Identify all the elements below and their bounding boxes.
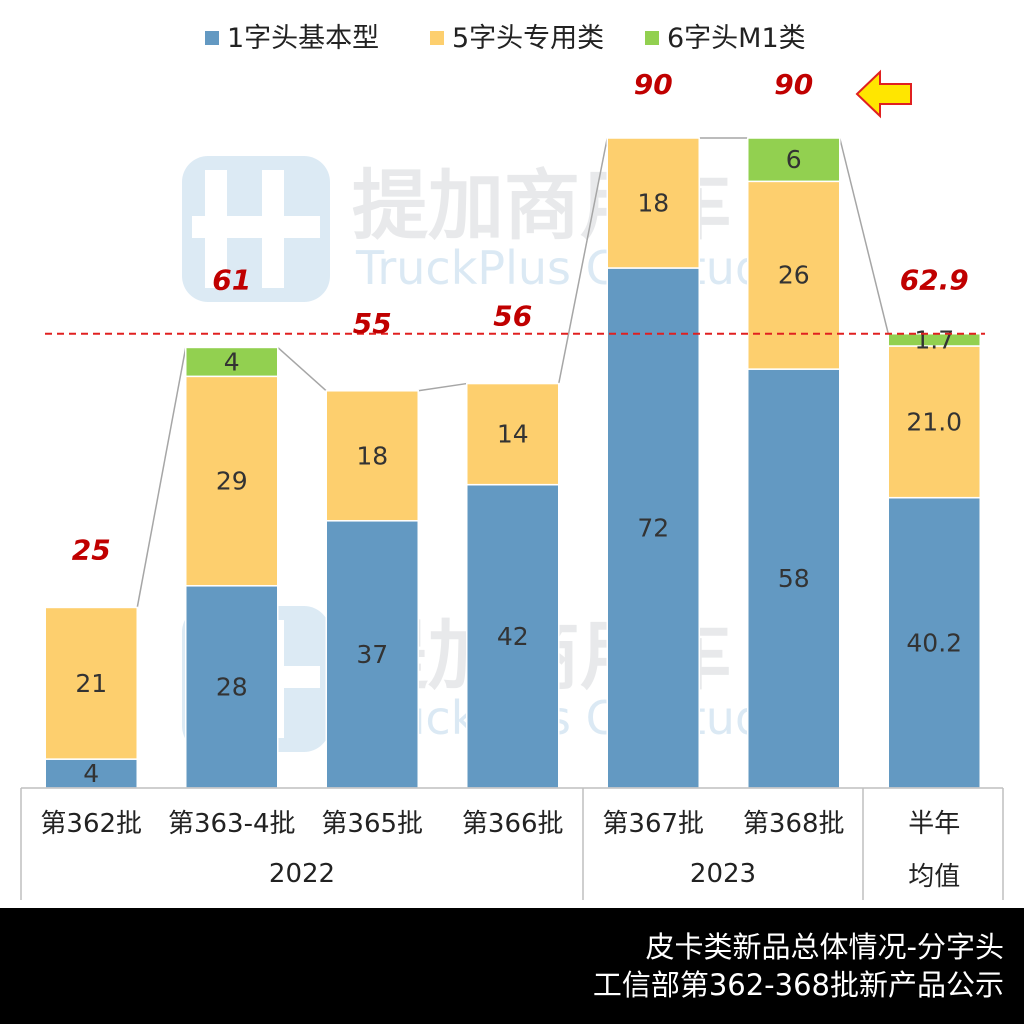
- bar-segment: [466, 483, 560, 789]
- legend-swatch: [430, 31, 444, 45]
- bar-segment: [466, 382, 560, 486]
- total-label: 90: [774, 68, 813, 101]
- bar-segment: [606, 267, 700, 789]
- highlight-arrow-icon: [855, 69, 912, 119]
- watermark-logo-icon: [182, 156, 330, 302]
- bars: 4 21 28 29 4 37 18 42 14 72 18 58 26 6 40.2 21.0 1.7: [44, 137, 981, 789]
- legend-label: 5字头专用类: [452, 23, 604, 54]
- connector-lines: [136, 137, 889, 608]
- data-label: 26: [778, 261, 810, 290]
- category-label: 第362批: [40, 809, 142, 839]
- group-label: 2023: [690, 859, 756, 889]
- total-labels: 25 61 55 56 90 90 62.9: [72, 68, 969, 566]
- bar-segment: [606, 137, 700, 269]
- legend-label: 6字头M1类: [667, 23, 806, 54]
- data-label: 58: [778, 564, 810, 593]
- bar-segment: [325, 390, 419, 522]
- bar-segment: [185, 346, 279, 378]
- watermark-en: TruckPlus CV studio: [355, 241, 805, 295]
- legend: 1字头基本型 5字头专用类 6字头M1类: [205, 23, 806, 54]
- total-label: 55: [353, 307, 392, 340]
- bar-segment: [325, 520, 419, 789]
- data-label: 4: [83, 759, 99, 788]
- data-label: 37: [356, 640, 388, 669]
- bar-segment: [185, 375, 279, 587]
- footer-line-1: 皮卡类新品总体情况-分字头: [646, 930, 1004, 964]
- connector-line: [277, 346, 327, 392]
- bar-segment: [747, 180, 841, 370]
- data-label: 21: [75, 669, 107, 698]
- total-label: 61: [212, 263, 251, 296]
- data-label: 14: [497, 420, 529, 449]
- data-label: 18: [637, 189, 669, 218]
- category-label: 半年均值: [908, 809, 960, 892]
- connector-line: [136, 347, 187, 608]
- data-label: 72: [637, 514, 669, 543]
- category-label: 第365批: [321, 809, 423, 839]
- data-label: 21.0: [906, 407, 962, 436]
- watermark-top: 提加商用车 TruckPlus CV studio: [182, 156, 805, 302]
- bar-segment: [747, 368, 841, 789]
- footer-line-2: 工信部第362-368批新产品公示: [593, 968, 1004, 1002]
- connector-line: [558, 137, 608, 384]
- data-label: 4: [224, 347, 240, 376]
- data-label: 42: [497, 622, 529, 651]
- data-label: 40.2: [906, 628, 962, 657]
- category-label: 第363-4批: [168, 809, 296, 839]
- legend-swatch: [645, 31, 659, 45]
- category-axis: 第362批 第363-4批 第365批 第366批 第367批 第368批 半年均值 2022…: [20, 787, 1004, 900]
- category-label: 第368批: [743, 809, 845, 839]
- data-label: 1.7: [914, 325, 954, 354]
- data-label: 18: [356, 441, 388, 470]
- total-label: 90: [634, 68, 673, 101]
- group-label: 2022: [269, 859, 335, 889]
- category-label: 第367批: [602, 809, 704, 839]
- total-label: 25: [72, 533, 111, 566]
- data-label: 6: [786, 145, 802, 174]
- category-label: 第366批: [462, 809, 564, 839]
- data-label: 28: [216, 672, 248, 701]
- bar-segment: [185, 585, 279, 789]
- bar-segment: [44, 606, 138, 760]
- bar-segment: [887, 345, 981, 499]
- data-label: 29: [216, 467, 248, 496]
- bar-segment: [747, 137, 841, 183]
- legend-label: 1字头基本型: [227, 23, 379, 54]
- footer-bar: [0, 908, 1024, 1024]
- connector-line: [418, 382, 467, 392]
- watermark-en: TruckPlus CV studio: [355, 691, 805, 745]
- total-label: 62.9: [900, 264, 969, 297]
- connector-line: [839, 137, 889, 334]
- total-label: 56: [493, 300, 532, 333]
- legend-swatch: [205, 31, 219, 45]
